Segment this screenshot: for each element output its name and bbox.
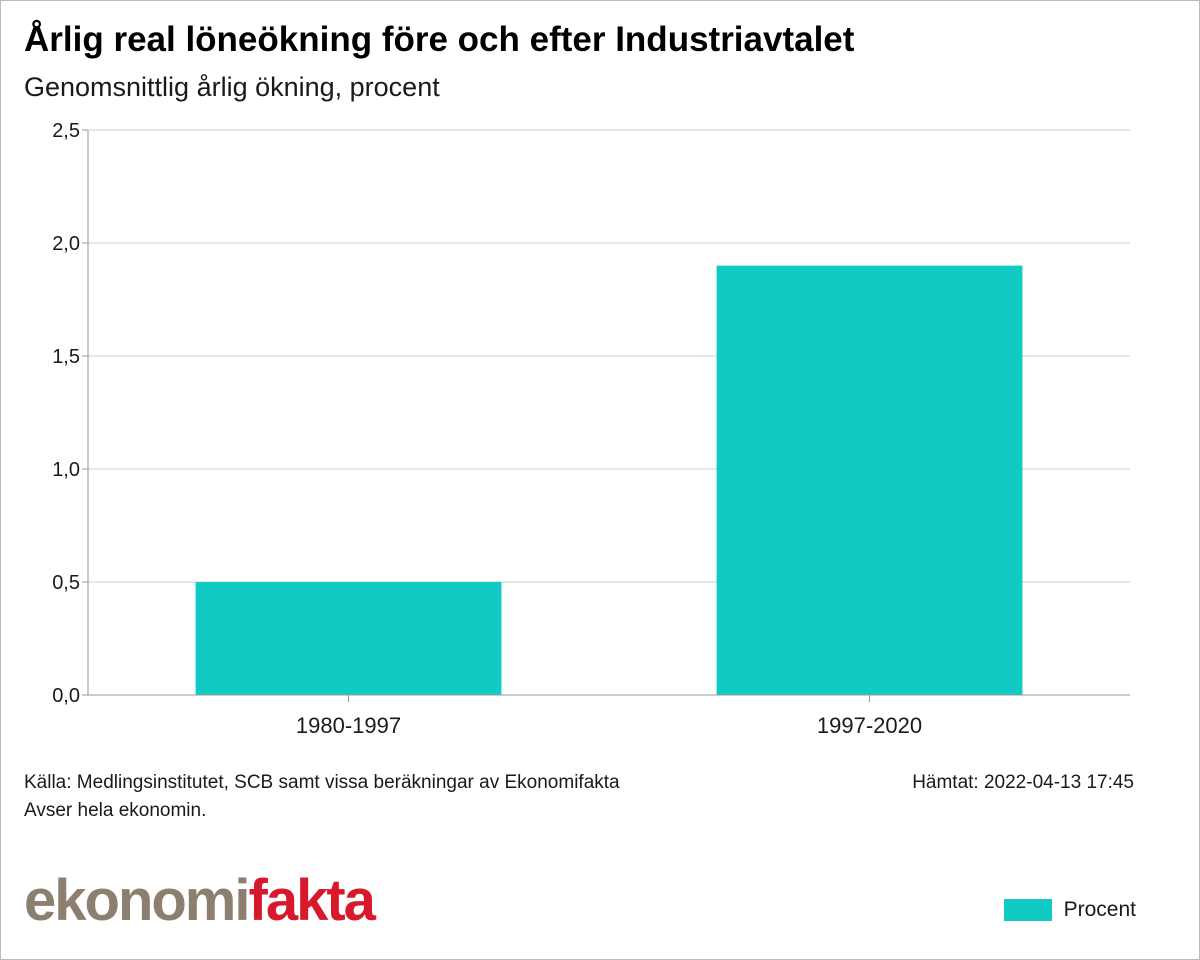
- ekonomifakta-logo[interactable]: ekonomifakta: [24, 872, 376, 930]
- x-tick-label: 1997-2020: [817, 713, 922, 738]
- legend-swatch: [1003, 899, 1052, 921]
- source-note: Källa: Medlingsinstitutet, SCB samt viss…: [24, 772, 620, 793]
- y-tick-label: 1,5: [52, 346, 80, 368]
- legend-label: Procent: [1063, 898, 1136, 921]
- chart-title: Årlig real löneökning före och efter Ind…: [24, 20, 855, 59]
- logo-text-ekonomi: ekonomi: [24, 868, 250, 933]
- scope-note: Avser hela ekonomin.: [24, 800, 207, 821]
- y-tick-label: 2,0: [52, 233, 80, 255]
- x-tick-label: 1980-1997: [296, 713, 401, 738]
- y-tick-label: 1,0: [52, 459, 80, 481]
- legend: Procent: [1003, 898, 1136, 922]
- chart-subtitle: Genomsnittlig årlig ökning, procent: [24, 72, 440, 102]
- logo-text-fakta: fakta: [248, 868, 376, 933]
- fetched-timestamp: Hämtat: 2022-04-13 17:45: [912, 772, 1134, 793]
- y-tick-label: 0,0: [52, 685, 80, 707]
- bar: [716, 265, 1023, 695]
- y-tick-label: 0,5: [52, 572, 80, 594]
- y-tick-label: 2,5: [52, 120, 80, 142]
- bar: [195, 582, 502, 695]
